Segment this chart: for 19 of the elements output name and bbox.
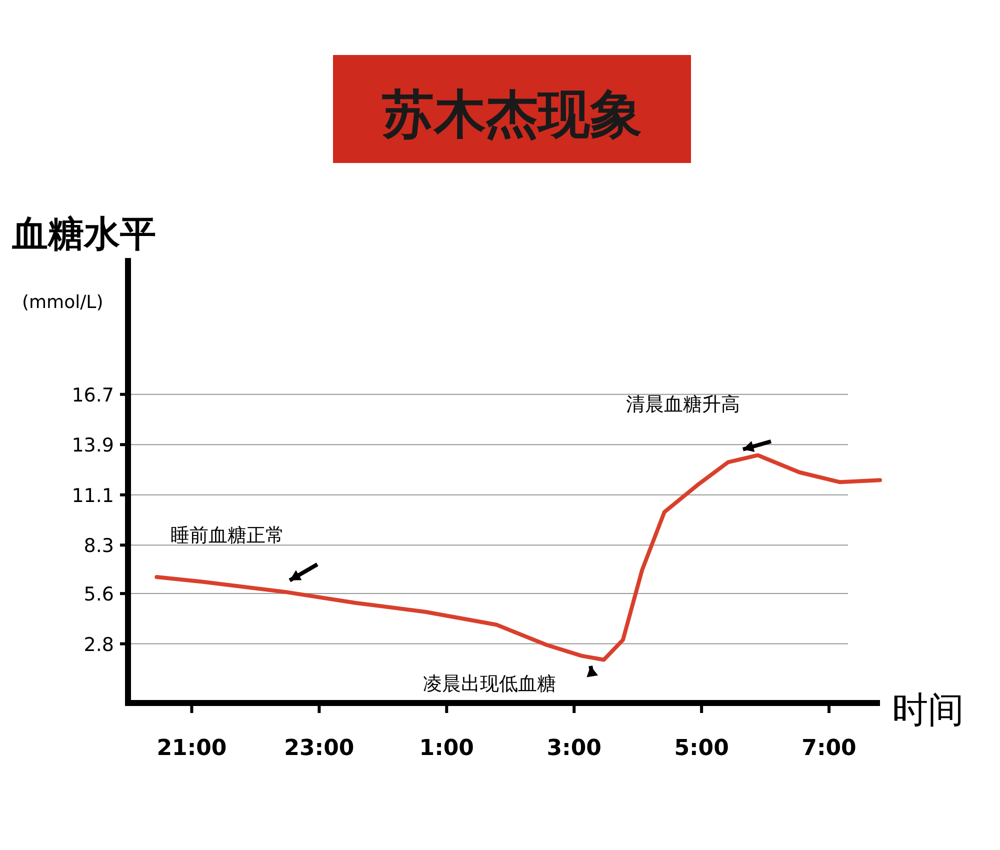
x-tick-label: 5:00 bbox=[674, 736, 729, 761]
x-tick-label: 23:00 bbox=[284, 736, 354, 761]
annotation: 凌晨出现低血糖 bbox=[423, 672, 556, 695]
y-axis-title: 血糖水平 bbox=[11, 214, 156, 255]
x-tick-label: 1:00 bbox=[419, 736, 474, 761]
annotation: 清晨血糖升高 bbox=[626, 393, 740, 416]
y-tick-label: 13.9 bbox=[72, 434, 114, 457]
y-tick-label: 5.6 bbox=[84, 584, 114, 606]
x-axis-title: 时间 bbox=[892, 690, 964, 731]
x-tick-label: 3:00 bbox=[546, 736, 602, 761]
chart-title: 苏木杰现象 bbox=[381, 85, 642, 145]
x-tick-label: 7:00 bbox=[802, 736, 856, 761]
y-tick-label: 8.3 bbox=[84, 535, 114, 558]
y-tick-label: 11.1 bbox=[72, 484, 114, 507]
y-tick-label: 2.8 bbox=[84, 634, 114, 656]
y-tick-label: 16.7 bbox=[72, 384, 114, 406]
x-tick-label: 21:00 bbox=[156, 736, 227, 761]
annotation: 睡前血糖正常 bbox=[170, 524, 284, 546]
text: (mmol/L) bbox=[22, 292, 104, 313]
